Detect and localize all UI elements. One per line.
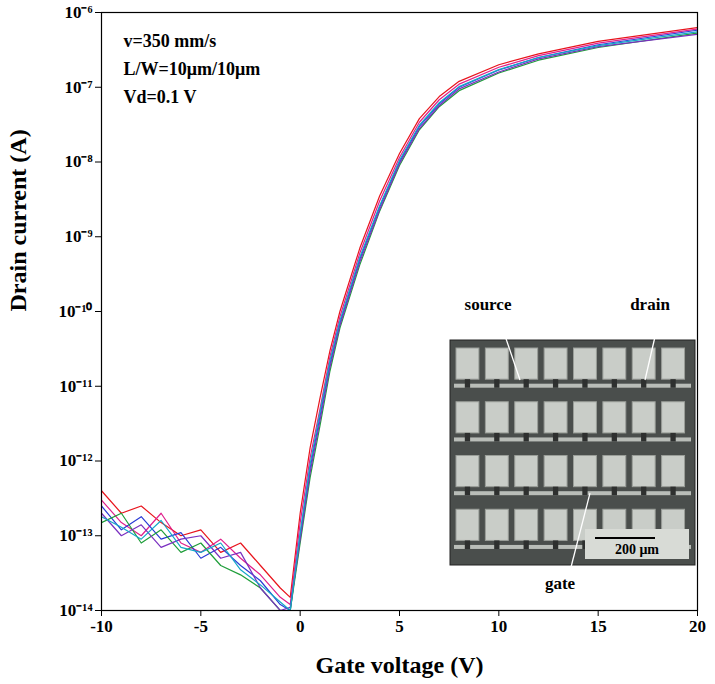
svg-text:Drain current (A): Drain current (A) xyxy=(5,129,31,311)
svg-text:10⁻⁸: 10⁻⁸ xyxy=(64,152,92,171)
svg-text:-5: -5 xyxy=(194,617,208,636)
svg-text:source: source xyxy=(465,295,512,314)
svg-text:10⁻¹⁴: 10⁻¹⁴ xyxy=(59,601,92,620)
svg-text:drain: drain xyxy=(630,295,670,314)
svg-text:20: 20 xyxy=(689,617,706,636)
svg-text:10⁻¹³: 10⁻¹³ xyxy=(59,526,92,545)
svg-text:10⁻¹²: 10⁻¹² xyxy=(59,451,92,470)
svg-text:5: 5 xyxy=(395,617,404,636)
svg-text:10⁻¹⁰: 10⁻¹⁰ xyxy=(58,302,92,321)
svg-text:0: 0 xyxy=(296,617,305,636)
svg-text:gate: gate xyxy=(545,574,576,593)
svg-text:10⁻¹¹: 10⁻¹¹ xyxy=(59,377,92,396)
svg-text:200 μm: 200 μm xyxy=(615,542,659,557)
svg-text:15: 15 xyxy=(590,617,607,636)
svg-text:Gate voltage (V): Gate voltage (V) xyxy=(316,652,484,678)
svg-text:10⁻⁷: 10⁻⁷ xyxy=(64,78,92,97)
svg-text:L/W=10μm/10μm: L/W=10μm/10μm xyxy=(124,59,261,79)
svg-text:-10: -10 xyxy=(90,617,113,636)
svg-text:10: 10 xyxy=(490,617,507,636)
svg-text:v=350 mm/s: v=350 mm/s xyxy=(124,31,217,51)
svg-text:10⁻⁹: 10⁻⁹ xyxy=(64,227,92,246)
svg-text:10⁻⁶: 10⁻⁶ xyxy=(64,3,92,22)
svg-text:Vd=0.1 V: Vd=0.1 V xyxy=(124,87,197,107)
